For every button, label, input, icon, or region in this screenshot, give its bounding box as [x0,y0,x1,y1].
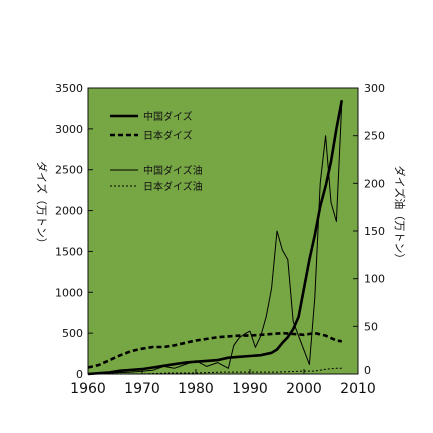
legend-label-china-soyoil: 中国ダイズ油 [143,164,203,177]
legend-label-japan-soyoil: 日本ダイズ油 [143,180,203,193]
x-tick-label: 1990 [232,381,268,397]
series-line-japan-soybean [87,331,342,369]
left-tick-label: 3000 [55,123,83,136]
x-tick-label: 2010 [340,381,376,397]
left-tick-label: 2000 [55,205,83,218]
series-line-china-soybean [87,100,344,376]
right-tick-label: 200 [364,177,385,190]
y-axis-label-left: ダイズ（万トン） [35,161,49,249]
left-axis-ticks: 0 500 1000 1500 2000 2500 3000 3500 [55,82,93,381]
series-layer [87,100,344,376]
x-tick-label: 2000 [286,381,322,397]
left-tick-label: 0 [76,368,83,381]
legend-label-china-soybean: 中国ダイズ [143,110,193,123]
right-tick-label: 300 [364,82,385,95]
legend: 中国ダイズ 日本ダイズ 中国ダイズ油 日本ダイズ油 [110,110,203,193]
series-line-china-soyoil [87,102,343,375]
x-tick-label: 1970 [124,381,160,397]
x-tick-label: 1960 [70,381,106,397]
legend-label-japan-soybean: 日本ダイズ [143,129,193,142]
x-tick-label: 1980 [178,381,214,397]
right-axis-ticks: 0 50 100 150 200 250 300 [353,82,385,377]
right-tick-label: 250 [364,130,385,143]
right-tick-label: 0 [364,364,371,377]
left-tick-label: 500 [62,327,83,340]
right-tick-label: 50 [364,320,378,333]
plot-area [87,87,359,375]
left-tick-label: 1000 [55,286,83,299]
left-tick-label: 3500 [55,82,83,95]
left-tick-label: 1500 [55,245,83,258]
y-axis-label-right: ダイズ油（万トン） [393,166,407,265]
right-tick-label: 150 [364,225,385,238]
x-axis-ticks: 1960 1970 1980 1990 2000 2010 [70,369,376,397]
right-tick-label: 100 [364,273,385,286]
left-tick-label: 2500 [55,164,83,177]
series-line-japan-soyoil [88,367,342,375]
